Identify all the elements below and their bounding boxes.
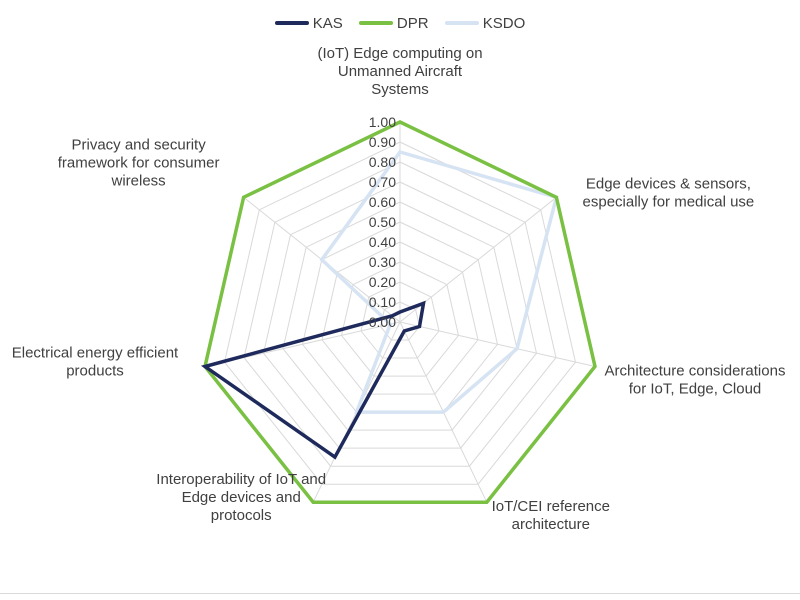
grid-spoke (399, 196, 557, 323)
grid-ring (321, 241, 479, 395)
legend-label-ksdo: KSDO (482, 14, 526, 32)
category-label: IoT/CEI reference architecture (492, 498, 610, 533)
legend-swatch-ksdo (444, 21, 479, 25)
category-label-line: for IoT, Edge, Cloud (629, 381, 762, 398)
grid-ring (243, 161, 557, 467)
category-label-line: especially for medical use (583, 193, 755, 210)
category-label-line: protocols (211, 507, 272, 524)
category-label-line: Edge devices and (182, 489, 301, 506)
legend-label-dpr: DPR (396, 14, 429, 32)
category-label-line: architecture (512, 516, 590, 533)
category-label: Interoperability of IoT and Edge devices … (156, 471, 326, 524)
chart-legend: KAS DPR KSDO (0, 12, 800, 32)
category-label: (IoT) Edge computing on Unmanned Aircraft… (317, 45, 482, 98)
legend-swatch-kas (274, 21, 309, 25)
tick-label: 0.40 (369, 234, 396, 250)
category-label: Edge devices & sensors, especially for me… (583, 175, 755, 210)
series-line-ksdo (319, 149, 559, 414)
legend-item-ksdo: KSDO (444, 14, 526, 32)
category-label-line: (IoT) Edge computing on (317, 45, 482, 62)
tick-label: 0.30 (369, 254, 396, 270)
bottom-divider (0, 593, 800, 594)
category-label: Privacy and security framework for consum… (58, 136, 220, 189)
category-label: Architecture considerations for IoT, Edge… (605, 363, 786, 398)
grid-spoke (399, 321, 596, 367)
grid-ring (282, 201, 518, 431)
category-label-line: Interoperability of IoT and (156, 471, 326, 488)
tick-label: 0.10 (369, 294, 396, 310)
legend-item-kas: KAS (274, 14, 343, 32)
category-label-line: Electrical energy efficient (12, 345, 179, 362)
tick-label: 0.80 (369, 154, 396, 170)
grid-ring (340, 261, 460, 377)
category-label-line: products (66, 363, 124, 380)
category-label-line: wireless (111, 172, 166, 189)
category-label-line: Privacy and security (71, 136, 206, 153)
series-line-kas (200, 300, 426, 460)
tick-label: 1.00 (369, 114, 396, 130)
category-label-line: Architecture considerations (605, 363, 786, 380)
tick-label: 0.60 (369, 194, 396, 210)
tick-label: 0.50 (369, 214, 396, 230)
tick-label: 0.90 (369, 134, 396, 150)
category-label-line: Unmanned Aircraft (338, 63, 463, 80)
legend-item-dpr: DPR (358, 14, 429, 32)
tick-label: 0.70 (369, 174, 396, 190)
series-line-dpr (203, 120, 597, 504)
tick-label: 0.20 (369, 274, 396, 290)
category-label-line: IoT/CEI reference (492, 498, 610, 515)
category-label-line: framework for consumer (58, 154, 220, 171)
grid-ring (262, 181, 538, 449)
category-label: Electrical energy efficient products (12, 345, 179, 380)
category-label-line: Edge devices & sensors, (586, 175, 751, 192)
tick-label: 0.00 (369, 314, 396, 330)
legend-swatch-dpr (358, 21, 393, 25)
category-label-line: Systems (371, 81, 429, 98)
legend-label-kas: KAS (312, 14, 343, 32)
